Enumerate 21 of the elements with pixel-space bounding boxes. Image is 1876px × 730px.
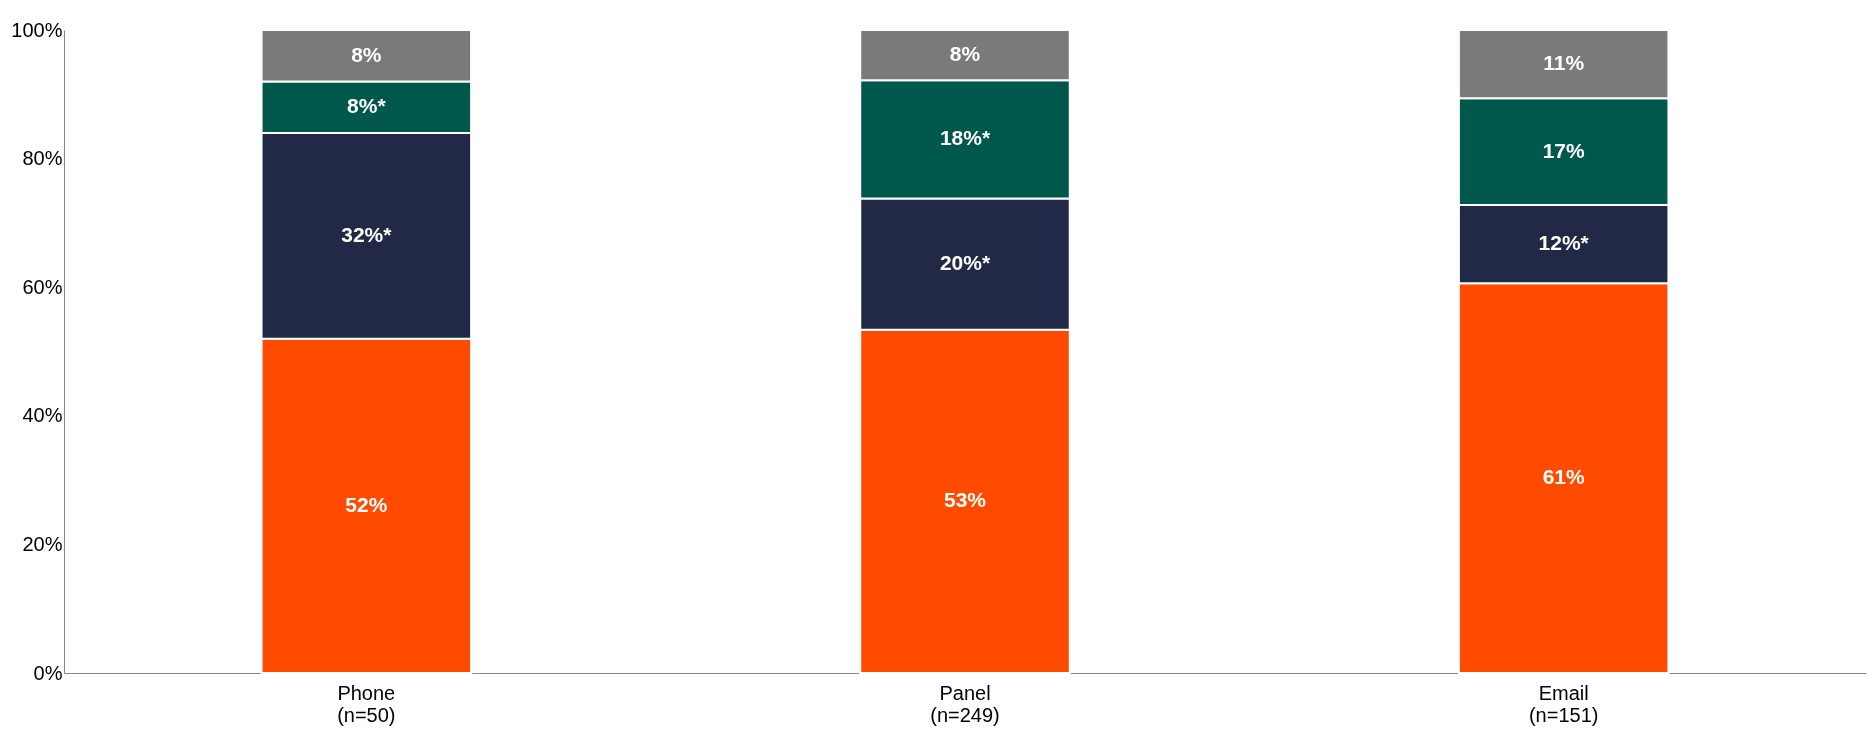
data-label: 8%*	[347, 94, 387, 118]
y-tick-label: 80%	[22, 147, 63, 170]
x-tick-label: Email (n=151)	[1528, 681, 1599, 726]
data-label: 17%	[1542, 138, 1586, 162]
data-label: 61%	[1542, 465, 1586, 489]
y-tick-label: 0%	[33, 661, 63, 684]
y-tick-label: 100%	[11, 18, 63, 41]
data-label: 12%*	[1538, 231, 1590, 255]
data-label: 52%	[345, 492, 388, 516]
data-label: 11%	[1543, 51, 1585, 75]
y-tick-label: 20%	[22, 532, 63, 555]
data-label: 18%*	[939, 126, 991, 150]
data-label: 8%	[949, 42, 981, 66]
y-tick-label: 60%	[22, 275, 63, 298]
y-tick-label: 40%	[22, 404, 63, 427]
data-label: 32%*	[341, 222, 393, 246]
x-tick-label: Phone (n=50)	[337, 681, 396, 726]
data-label: 8%	[351, 42, 382, 66]
data-label: 20%*	[939, 251, 991, 275]
data-label: 53%	[943, 488, 987, 512]
x-tick-label: Panel (n=249)	[930, 681, 1000, 726]
